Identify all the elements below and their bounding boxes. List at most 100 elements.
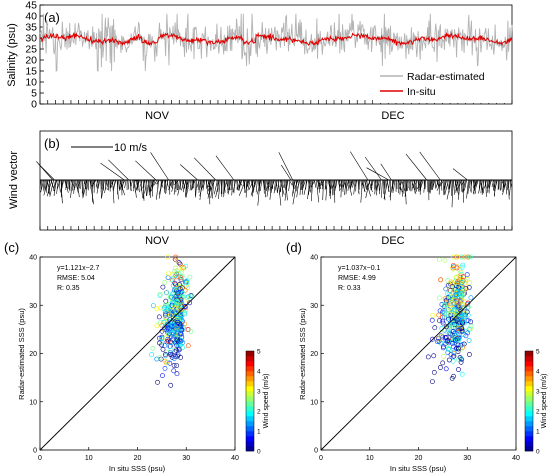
wind-vector xyxy=(444,179,449,195)
scatter-point xyxy=(176,270,182,276)
scatter-point xyxy=(163,318,168,324)
wind-vector xyxy=(475,179,478,187)
panel-c-points xyxy=(149,254,194,388)
wind-vector xyxy=(384,179,386,190)
wind-vector xyxy=(193,157,216,181)
wind-vector xyxy=(404,179,409,197)
colorbar-segment xyxy=(246,401,254,407)
wind-vector xyxy=(135,160,157,181)
wind-vector xyxy=(120,179,123,190)
panel-a-y-tick-label: 25 xyxy=(25,44,37,56)
scatter-point xyxy=(459,326,465,332)
scatter-point xyxy=(441,353,446,359)
colorbar-segment xyxy=(525,381,533,387)
scatter-point xyxy=(162,358,168,364)
colorbar-segment xyxy=(525,396,533,402)
wind-vector xyxy=(487,179,493,189)
scatter-point xyxy=(444,324,449,330)
wind-vector xyxy=(236,179,238,190)
wind-vector xyxy=(95,179,99,187)
scatter-point xyxy=(167,360,173,366)
scatter-point xyxy=(177,261,183,267)
wind-vector xyxy=(39,179,42,189)
wind-vector xyxy=(347,179,351,191)
x-tick-label: 30 xyxy=(182,455,190,462)
scatter-point xyxy=(467,280,472,286)
scatter-point xyxy=(172,349,178,355)
wind-vector xyxy=(248,179,255,190)
wind-vector xyxy=(309,179,312,192)
scatter-point xyxy=(164,306,170,312)
scatter-point xyxy=(160,373,165,378)
scatter-point xyxy=(169,291,175,297)
wind-vector xyxy=(307,179,312,193)
wind-vector xyxy=(402,179,404,197)
wind-vector xyxy=(121,179,126,187)
wind-vector xyxy=(481,179,485,195)
wind-vector xyxy=(509,179,512,196)
panel-a-month-dec: DEC xyxy=(381,110,404,122)
wind-vector xyxy=(48,179,51,187)
panel-d-label: (d) xyxy=(286,240,302,255)
scatter-point xyxy=(436,257,442,263)
colorbar-tick-label: 5 xyxy=(536,349,540,356)
scatter-point xyxy=(168,330,174,336)
wind-vector xyxy=(331,179,336,190)
wind-vector xyxy=(370,179,373,189)
scatter-point xyxy=(454,264,460,270)
scatter-point xyxy=(462,254,467,260)
scatter-point xyxy=(459,371,465,377)
wind-vector xyxy=(406,179,408,191)
wind-vector xyxy=(342,179,344,192)
wind-vector xyxy=(213,179,218,195)
wind-vector xyxy=(185,179,190,198)
scatter-point xyxy=(176,313,182,319)
wind-vector xyxy=(484,179,487,189)
wind-vector xyxy=(223,179,226,198)
panel-d-stat-r: R: 0.33 xyxy=(338,285,361,292)
wind-vector xyxy=(76,179,82,190)
wind-vector xyxy=(419,151,441,181)
scatter-point xyxy=(444,305,450,311)
panel-a-label: (a) xyxy=(44,10,60,25)
panel-d-stat-rmse: RMSE: 4.99 xyxy=(338,275,376,282)
scatter-point xyxy=(169,322,175,328)
scatter-point xyxy=(165,325,171,331)
wind-vector xyxy=(360,179,363,203)
scatter-point xyxy=(454,310,459,316)
scatter-point xyxy=(454,254,460,260)
wind-vector xyxy=(208,179,211,192)
scatter-point xyxy=(163,314,169,320)
scatter-point xyxy=(450,340,455,346)
wind-vector xyxy=(139,179,143,187)
wind-vector xyxy=(104,179,108,194)
wind-vector xyxy=(297,179,301,189)
wind-vector xyxy=(90,179,93,190)
scatter-point xyxy=(169,354,175,360)
wind-vector xyxy=(255,179,258,193)
wind-vector xyxy=(392,179,396,192)
wind-vector xyxy=(340,179,343,190)
wind-vector xyxy=(227,179,232,195)
scatter-point xyxy=(164,339,170,345)
colorbar-segment xyxy=(525,356,533,362)
scatter-point xyxy=(448,285,454,291)
wind-vector xyxy=(416,179,423,190)
y-tick-label: 0 xyxy=(33,448,37,455)
wind-vector xyxy=(473,179,476,188)
colorbar-segment xyxy=(246,421,254,427)
scatter-point xyxy=(174,371,180,377)
scatter-point xyxy=(173,265,178,271)
wind-vector xyxy=(73,179,75,194)
colorbar-tick-label: 2 xyxy=(536,409,540,416)
wind-vector xyxy=(285,179,289,191)
scatter-point xyxy=(182,304,188,310)
scatter-point xyxy=(171,368,177,374)
wind-vector xyxy=(151,179,156,192)
scatter-point xyxy=(457,346,463,352)
wind-vector xyxy=(266,179,271,197)
wind-vector xyxy=(350,151,369,181)
scatter-point xyxy=(149,352,155,358)
